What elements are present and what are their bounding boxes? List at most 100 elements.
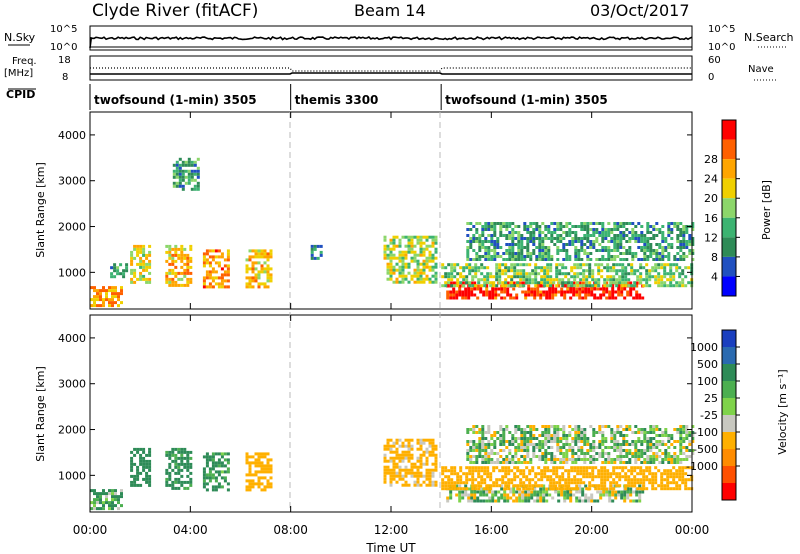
velocity-cell <box>564 487 568 491</box>
velocity-cell <box>431 462 435 466</box>
power-cell <box>434 238 438 242</box>
power-cell <box>687 266 691 270</box>
velocity-cell <box>514 452 518 455</box>
velocity-cell <box>583 455 587 458</box>
power-cell <box>636 275 640 279</box>
velocity-cell <box>681 466 685 470</box>
power-cell <box>507 266 511 270</box>
power-cell <box>589 252 593 255</box>
velocity-cell <box>658 443 662 446</box>
velocity-cell <box>481 455 485 458</box>
velocity-cell <box>537 484 541 488</box>
velocity-cell <box>530 496 534 500</box>
velocity-cell <box>618 478 622 482</box>
velocity-cell <box>514 437 518 440</box>
power-cell <box>586 252 590 255</box>
velocity-cell <box>607 446 611 449</box>
power-cell <box>487 252 491 255</box>
velocity-cell <box>523 461 527 464</box>
power-cell <box>679 222 683 225</box>
power-cell <box>546 266 550 270</box>
power-cell <box>260 282 264 286</box>
velocity-cell <box>576 481 580 485</box>
power-cell <box>504 272 508 276</box>
power-cell <box>512 281 516 285</box>
power-cell <box>563 293 567 297</box>
velocity-cell <box>416 441 420 445</box>
velocity-cell <box>550 437 554 440</box>
velocity-cell <box>562 455 566 458</box>
power-cell <box>637 240 641 243</box>
power-cell <box>475 237 479 240</box>
velocity-cell <box>638 493 642 497</box>
velocity-cell <box>651 481 655 485</box>
power-cell <box>142 277 146 281</box>
velocity-cell <box>654 481 658 485</box>
power-cell <box>487 255 491 258</box>
power-cell <box>205 252 209 256</box>
velocity-cell <box>549 487 553 491</box>
power-cell <box>485 284 489 288</box>
velocity-cell <box>183 480 187 484</box>
velocity-cell <box>171 483 175 487</box>
velocity-cell <box>529 425 533 428</box>
power-cell <box>661 234 665 237</box>
power-cell <box>214 261 218 265</box>
velocity-cell <box>251 485 255 489</box>
power-cell <box>487 249 491 252</box>
velocity-cell <box>601 449 605 452</box>
velocity-cell <box>658 455 662 458</box>
power-cell <box>431 235 435 239</box>
velocity-cell <box>679 452 683 455</box>
power-cell <box>661 246 665 249</box>
power-cell <box>467 290 471 294</box>
velocity-cell <box>478 431 482 434</box>
power-cell <box>619 231 623 234</box>
power-cell <box>416 271 420 275</box>
velocity-cell <box>525 484 529 488</box>
velocity-cell <box>594 466 598 470</box>
power-cell <box>217 264 221 268</box>
velocity-cell <box>404 480 408 484</box>
power-cell <box>498 278 502 282</box>
velocity-cell <box>177 471 181 475</box>
power-cell <box>520 240 524 243</box>
velocity-cell <box>254 464 258 468</box>
velocity-cell <box>640 440 644 443</box>
velocity-cell <box>99 501 102 505</box>
power-cell <box>125 266 129 270</box>
power-cell <box>520 249 524 252</box>
power-cell <box>601 240 605 243</box>
velocity-cell <box>534 484 538 488</box>
velocity-cell <box>96 501 99 505</box>
power-cell <box>624 272 628 276</box>
velocity-cell <box>580 434 584 437</box>
velocity-cell <box>642 472 646 476</box>
velocity-cell <box>500 487 504 491</box>
power-cell <box>574 231 578 234</box>
velocity-cell <box>633 469 637 473</box>
power-cell <box>670 228 674 231</box>
velocity-cell <box>598 431 602 434</box>
power-cell <box>625 222 629 225</box>
power-cell <box>532 237 536 240</box>
power-cell <box>595 231 599 234</box>
velocity-cell <box>484 437 488 440</box>
power-cell <box>504 278 508 282</box>
velocity-cell <box>536 499 540 503</box>
velocity-cell <box>691 449 695 452</box>
velocity-cell <box>183 447 187 451</box>
power-cell <box>543 275 547 279</box>
velocity-cell <box>685 437 689 440</box>
power-cell <box>455 290 459 294</box>
velocity-cell <box>467 499 471 503</box>
power-cell <box>490 243 494 246</box>
velocity-cell <box>566 490 570 494</box>
date-title: 03/Oct/2017 <box>590 1 690 20</box>
velocity-cell <box>487 431 491 434</box>
power-cell <box>652 234 656 237</box>
power-cell <box>611 287 615 291</box>
velocity-cell <box>520 440 524 443</box>
velocity-cell <box>428 474 432 478</box>
power-cell <box>526 237 530 240</box>
